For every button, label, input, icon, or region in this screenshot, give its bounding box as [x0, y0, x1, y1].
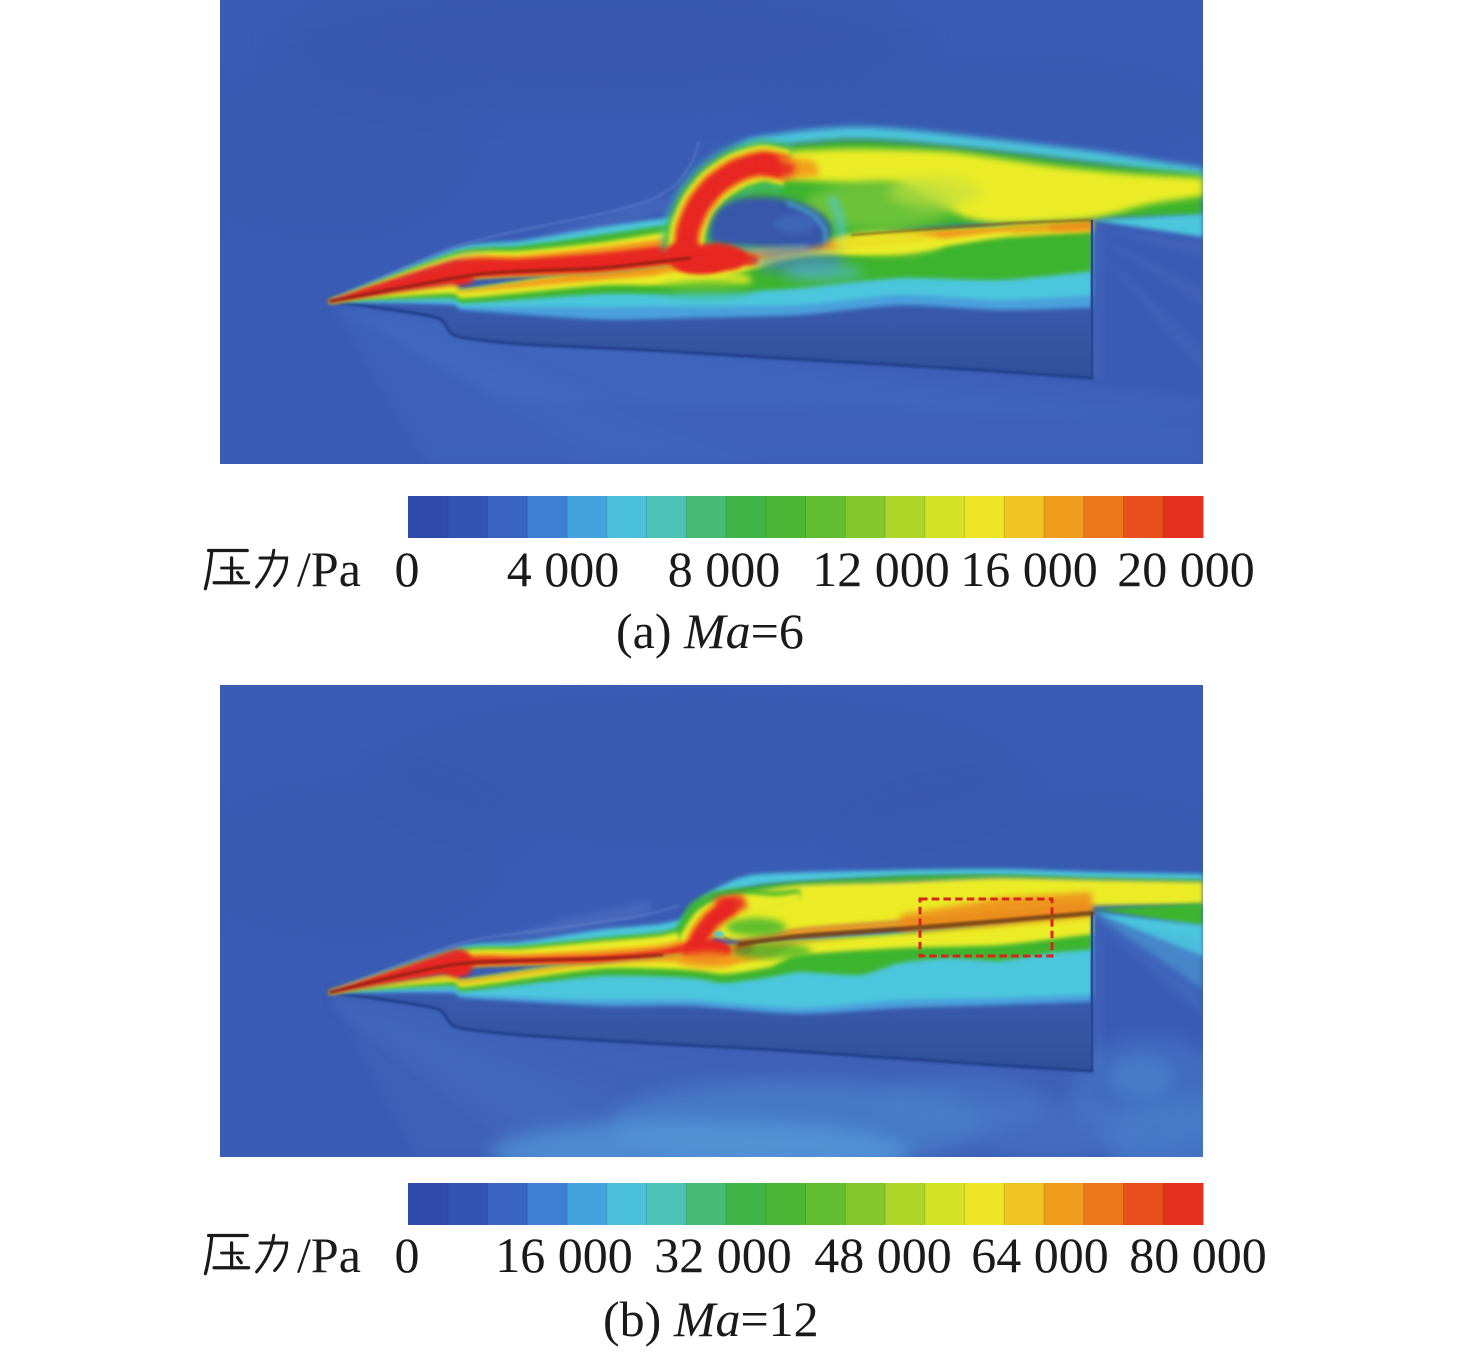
svg-text:48 000: 48 000: [814, 1227, 952, 1283]
svg-text:0: 0: [395, 1227, 420, 1283]
svg-text:(a) Ma=6: (a) Ma=6: [616, 603, 804, 659]
svg-text:32 000: 32 000: [654, 1227, 792, 1283]
svg-text:8 000: 8 000: [668, 541, 781, 597]
svg-text:4 000: 4 000: [507, 541, 620, 597]
svg-text:12 000: 12 000: [812, 541, 950, 597]
svg-text:16 000: 16 000: [960, 541, 1098, 597]
svg-text:80 000: 80 000: [1129, 1227, 1267, 1283]
svg-text:64 000: 64 000: [971, 1227, 1109, 1283]
svg-text:16 000: 16 000: [495, 1227, 633, 1283]
svg-text:20 000: 20 000: [1117, 541, 1255, 597]
svg-text:/Pa: /Pa: [297, 541, 361, 597]
svg-text:/Pa: /Pa: [297, 1227, 361, 1283]
svg-text:(b) Ma=12: (b) Ma=12: [603, 1291, 819, 1347]
svg-text:0: 0: [395, 541, 420, 597]
